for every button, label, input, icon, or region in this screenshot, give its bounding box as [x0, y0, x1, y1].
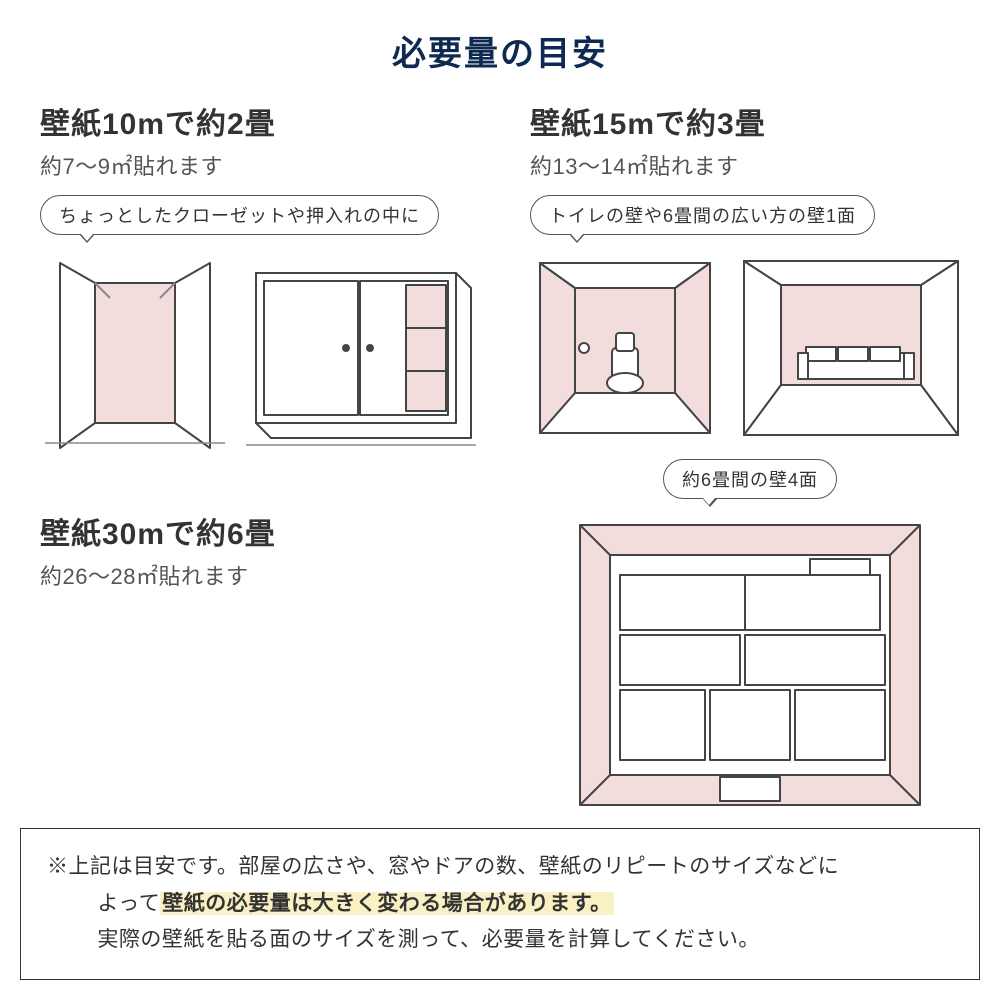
footer-line-3: 実際の壁紙を貼る面のサイズを測って、必要量を計算してください。: [47, 922, 953, 959]
sliding-closet-illustration: [246, 253, 476, 453]
section-10m: 壁紙10mで約2畳 約7～9㎡貼れます ちょっとしたクローゼットや押入れの中に: [40, 99, 500, 453]
footer-note: ※上記は目安です。部屋の広さや、窓やドアの数、壁紙のリピートのサイズなどに よっ…: [20, 828, 980, 980]
closet-open-illustration: [40, 253, 230, 453]
page-title: 必要量の目安: [0, 0, 1000, 89]
footer-highlight: 壁紙の必要量は大きく変わる場合があります。: [160, 892, 613, 915]
living-room-illustration: [736, 253, 966, 443]
footer-line-1: ※上記は目安です。部屋の広さや、窓やドアの数、壁紙のリピートのサイズなどに: [47, 849, 953, 886]
section-30m-illus: 約6畳間の壁4面: [560, 459, 940, 815]
sub-15m: 約13～14㎡貼れます: [530, 149, 970, 181]
illus-row-10m: [40, 253, 500, 453]
sections-grid: 壁紙10mで約2畳 約7～9㎡貼れます ちょっとしたクローゼットや押入れの中に: [0, 89, 1000, 859]
sub-10m: 約7～9㎡貼れます: [40, 149, 500, 181]
bubble-10m: ちょっとしたクローゼットや押入れの中に: [40, 195, 439, 235]
bubble-15m: トイレの壁や6畳間の広い方の壁1面: [530, 195, 875, 235]
heading-10m: 壁紙10mで約2畳: [40, 99, 500, 143]
footer-line-2: よって壁紙の必要量は大きく変わる場合があります。: [47, 886, 953, 923]
heading-30m: 壁紙30mで約6畳: [40, 509, 470, 553]
section-15m: 壁紙15mで約3畳 約13～14㎡貼れます トイレの壁や6畳間の広い方の壁1面: [530, 99, 970, 443]
toilet-room-illustration: [530, 253, 720, 443]
illus-row-15m: [530, 253, 970, 443]
section-30m-text: 壁紙30mで約6畳 約26～28㎡貼れます: [40, 509, 470, 605]
footer-line-2a: よって: [97, 892, 160, 915]
floorplan-illustration: [570, 515, 930, 815]
heading-15m: 壁紙15mで約3畳: [530, 99, 970, 143]
bubble-30m: 約6畳間の壁4面: [663, 459, 837, 499]
sub-30m: 約26～28㎡貼れます: [40, 559, 470, 591]
